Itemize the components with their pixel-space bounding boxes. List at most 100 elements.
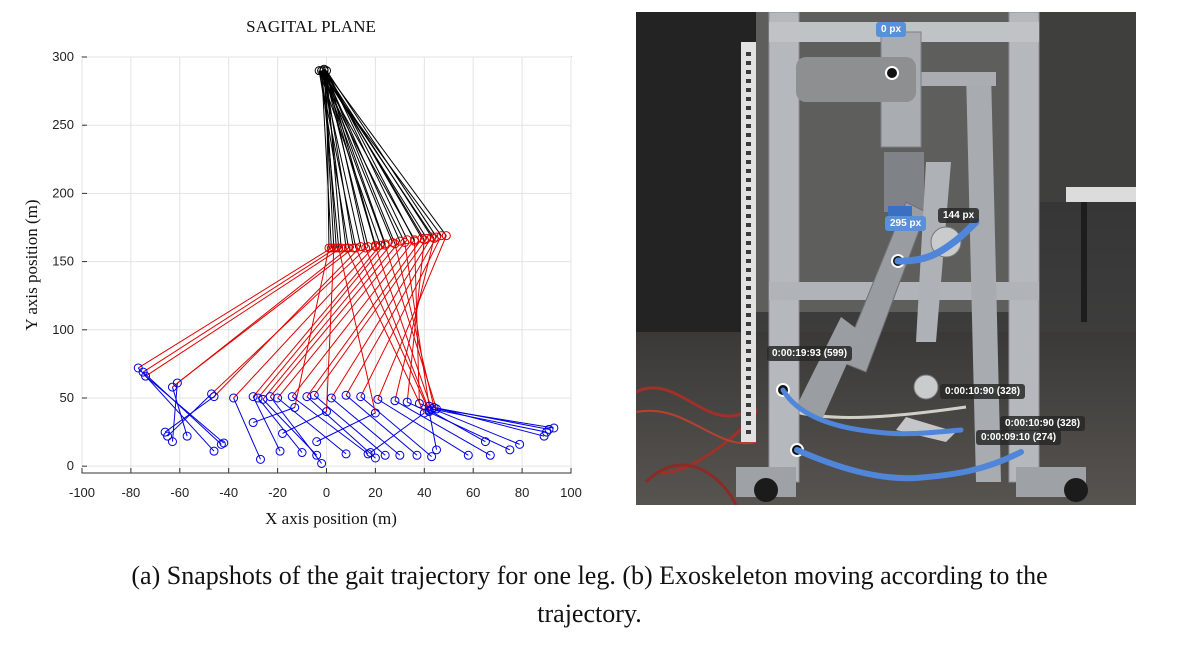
perforation-hole [746,124,751,128]
knee-marker [326,243,336,253]
knee-marker [380,240,390,250]
shank-segment [145,247,342,377]
knee-marker [441,231,451,241]
y-tick-label: 250 [52,117,74,132]
shank-segment [355,247,430,412]
foot-marker [363,449,373,459]
foot-marker [395,450,405,460]
foot-segment [277,397,347,455]
foot-segment [282,411,327,434]
ankle-marker [373,394,383,404]
hip-marker [317,66,327,76]
thigh-segment [318,70,415,241]
perforation-hole [746,70,751,74]
perforation-hole [746,286,751,290]
foot-marker [370,453,380,463]
ankle-marker [209,392,219,402]
foot-segment [406,401,511,451]
perforation-hole [746,142,751,146]
shank-segment [294,247,330,408]
x-tick-label: 60 [466,485,480,500]
foot-marker [312,437,322,447]
perforation-hole [746,196,751,200]
foot-marker [255,454,265,464]
foot-marker [312,450,322,460]
shank-segment [306,238,423,397]
ankle-marker [326,393,336,403]
foot-marker [549,423,559,433]
foot-marker [209,446,219,456]
foot-marker [542,427,552,437]
y-tick-label: 150 [52,254,74,269]
foot-marker [277,428,287,438]
thigh-segment [323,69,347,249]
overlay-label-time-right1: 0:00:10:90 (328) [1000,416,1086,431]
foot-marker [480,437,490,447]
foot-marker [275,446,285,456]
x-tick-label: 40 [417,485,431,500]
knee-marker [419,235,429,245]
perforation-hole [746,223,751,227]
exoskeleton-photo-drawing [636,12,1136,505]
foot-segment [331,397,401,456]
perforation-hole [746,331,751,335]
foot-segment [436,408,554,429]
ankle-marker [356,392,366,402]
figure-caption: (a) Snapshots of the gait trajectory for… [0,557,1179,633]
x-tick-label: 100 [560,485,582,500]
knee-marker [410,236,420,246]
foot-marker [412,450,422,460]
knee-marker [331,243,341,253]
thigh-segment [323,70,335,248]
perforation-hole [746,259,751,263]
perforation-hole [746,187,751,191]
knee-marker [400,237,410,247]
perforation-hole [746,178,751,182]
perforation-hole [746,268,751,272]
foot-marker [248,418,258,428]
x-tick-label: -100 [69,485,95,500]
shank-segment [338,247,376,414]
perforation-hole [746,214,751,218]
thigh-segment [326,70,367,249]
foot-segment [233,397,261,460]
x-tick-label: -60 [170,485,189,500]
ankle-marker [419,408,429,418]
knee-marker [324,243,334,253]
foot-segment [306,396,376,459]
shank-segment [365,247,430,411]
foot-marker [297,448,307,458]
foot-marker [515,439,525,449]
perforation-hole [746,367,751,371]
ankle-marker [287,392,297,402]
y-tick-label: 200 [52,185,74,200]
thigh-segment [323,68,447,236]
x-tick-label: 80 [515,485,529,500]
perforation-hole [746,79,751,83]
foot-marker [366,448,376,458]
knee-marker [375,240,385,250]
ankle-marker [370,408,380,418]
foot-trace [794,447,1024,482]
foot-segment [428,409,486,443]
knee-marker [351,243,361,253]
perforation-hole [746,160,751,164]
ankle-marker [248,392,258,402]
foot-segment [269,396,323,464]
perforation-hole [746,385,751,389]
axis-ticks: -100 -80 -60 -40 -20 0 20 40 60 80 100 0 50 100 150 200… [52,49,582,500]
foot-segment [431,408,547,433]
foot-segment [345,394,418,456]
x-tick-label: 0 [323,485,330,500]
perforation-hole [746,412,751,416]
perforation-hole [746,232,751,236]
caption-line-1: (a) Snapshots of the gait trajectory for… [131,561,1048,590]
foot-marker [182,431,192,441]
shank-segment [404,242,430,407]
perforation-hole [746,430,751,434]
foot-marker [341,449,351,459]
perforation-hole [746,277,751,281]
hip-marker [319,64,329,74]
foot-marker [505,445,515,455]
knee-marker [361,243,371,253]
